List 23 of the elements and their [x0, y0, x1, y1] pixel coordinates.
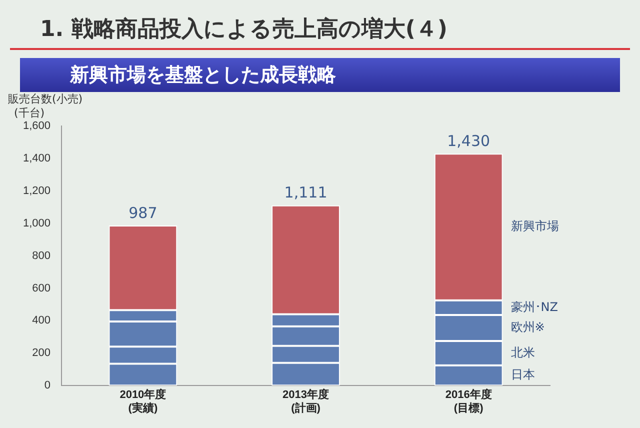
y-tick-label: 1,200 — [22, 184, 51, 197]
total-label: 1,111 — [284, 184, 328, 202]
chart-title: 1. 戦略商品投入による売上高の増大(４) — [10, 0, 630, 50]
series-label: 北米 — [510, 345, 535, 360]
y-tick-label: 200 — [32, 347, 51, 360]
y-tick-label: 400 — [32, 314, 51, 327]
y-tick-label: 0 — [44, 380, 51, 392]
chart-subtitle: 新興市場を基盤とした成長戦略 — [20, 58, 620, 92]
y-tick-label: 1,400 — [22, 152, 51, 164]
x-tick-label: 2010年度 (実績) — [120, 388, 166, 414]
y-tick-label: 1,600 — [22, 120, 51, 132]
series-label: 欧州※ — [510, 320, 545, 334]
x-tick-label: 2013年度 (計画) — [282, 388, 330, 414]
total-label: 1,430 — [447, 132, 490, 150]
series-label: 日本 — [510, 368, 535, 382]
y-axis-title: 販売台数(小売) (千台) — [8, 92, 83, 120]
total-label: 987 — [128, 204, 158, 222]
y-tick-label: 600 — [32, 282, 51, 294]
y-tick-label: 1,000 — [22, 217, 51, 230]
y-tick-label: 800 — [32, 250, 51, 262]
series-label: 新興市場 — [510, 219, 559, 234]
x-tick-label: 2016年度 (目標) — [445, 388, 492, 414]
series-label: 豪州･NZ — [510, 300, 558, 314]
